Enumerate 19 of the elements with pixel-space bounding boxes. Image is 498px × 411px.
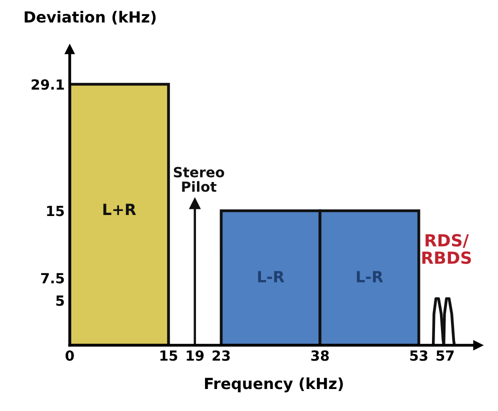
x-tick-label: 0: [66, 350, 74, 361]
annotation: L+R: [103, 204, 136, 215]
y-tick-label: 15: [47, 206, 64, 216]
y-axis-title: Deviation (kHz): [24, 10, 156, 24]
y-tick-label: 7.5: [41, 273, 64, 284]
series-label: Stereo Pilot: [174, 166, 224, 192]
y-tick-label: 5: [56, 296, 64, 306]
y-tick-label: 29.1: [32, 79, 64, 90]
line-series: [432, 297, 456, 346]
x-axis-title: Frequency (kHz): [205, 377, 343, 392]
x-tick-label: 38: [311, 350, 329, 361]
x-tick-label: 19: [186, 350, 204, 361]
x-tick-label: 23: [212, 350, 230, 361]
text: RDS/ RBDS: [422, 234, 471, 264]
x-tick-label: 57: [436, 350, 454, 361]
annotation: L-R: [258, 271, 284, 282]
x-tick-label: 53: [410, 350, 428, 361]
annotation: L-R: [356, 271, 384, 282]
x-tick-label: 15: [160, 350, 178, 361]
